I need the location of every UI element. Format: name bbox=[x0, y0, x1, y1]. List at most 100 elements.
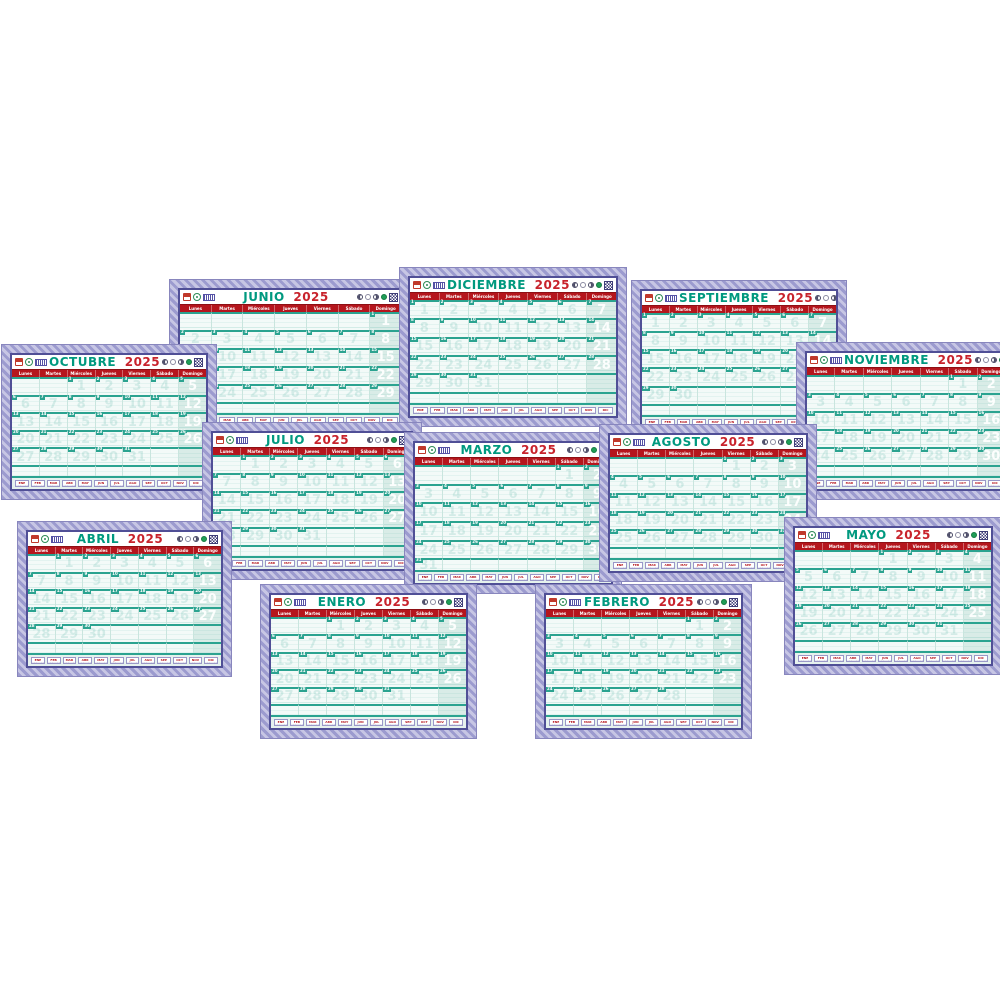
week-row: 4 4 5 5 6 6 7 7 8 8 9 9 10 10 bbox=[610, 474, 806, 493]
day-number: 29 bbox=[555, 538, 564, 545]
weekday-label: Viernes bbox=[658, 610, 686, 617]
day-watermark: 17 bbox=[218, 368, 237, 384]
day-watermark: 2 bbox=[759, 459, 769, 475]
day-cell-empty bbox=[211, 312, 244, 330]
mini-month-label: FEB bbox=[827, 481, 840, 485]
weekday-label: Sábado bbox=[167, 547, 195, 554]
day-number: 8 bbox=[55, 570, 61, 577]
day-cell-14: 14 14 bbox=[39, 412, 68, 430]
mini-month-label: JUN bbox=[879, 656, 891, 660]
day-number: 6 bbox=[630, 633, 635, 640]
week-row: 6 6 7 7 8 8 9 9 10 10 11 11 12 12 bbox=[271, 634, 466, 652]
day-watermark: 7 bbox=[597, 302, 607, 318]
day-cell-14: 14 14 bbox=[527, 502, 556, 522]
day-watermark: 24 bbox=[302, 511, 322, 527]
day-number: 3 bbox=[778, 456, 784, 462]
day-watermark: 3 bbox=[787, 459, 797, 475]
day-number: 12 bbox=[602, 650, 610, 657]
mini-month-label: OCT bbox=[943, 656, 955, 660]
day-number: 12 bbox=[179, 393, 187, 400]
mini-month-feb: FEB bbox=[30, 480, 45, 487]
day-number: 30 bbox=[83, 623, 92, 630]
day-watermark: 28 bbox=[44, 449, 63, 465]
day-watermark: 25 bbox=[614, 531, 633, 547]
mini-month-ene: ENE bbox=[798, 655, 812, 662]
week-row: 26 26 27 27 28 28 29 29 30 30 31 31 bbox=[795, 621, 991, 640]
day-watermark: 5 bbox=[285, 332, 296, 348]
calendar-header: DICIEMBRE 2025 bbox=[410, 278, 616, 292]
day-watermark: 3 bbox=[554, 636, 565, 652]
day-number: 9 bbox=[95, 393, 101, 400]
weekday-label: Miércoles bbox=[270, 448, 299, 455]
mini-month-label: ABR bbox=[847, 656, 859, 660]
mini-month-dic: DIC bbox=[204, 657, 218, 664]
day-number: 28 bbox=[338, 382, 347, 389]
day-cell-19: 19 19 bbox=[863, 428, 893, 447]
day-watermark: 12 bbox=[757, 333, 776, 349]
day-cell-12: 12 12 bbox=[795, 585, 824, 604]
week-row: 21 21 22 22 23 23 24 24 25 25 26 26 27 27 bbox=[28, 605, 221, 625]
mini-month-jun: JUN bbox=[497, 407, 512, 414]
year-label: 2025 bbox=[777, 291, 814, 305]
mini-month-label: JUN bbox=[694, 563, 706, 567]
mini-month-label: ABR bbox=[63, 481, 76, 485]
day-number: 3 bbox=[415, 482, 420, 489]
day-cell-empty bbox=[851, 550, 880, 568]
day-watermark: 18 bbox=[840, 431, 859, 447]
day-cell-empty bbox=[111, 624, 139, 643]
mini-month-label: MAY bbox=[256, 418, 271, 422]
day-number: 4 bbox=[243, 328, 249, 335]
mini-month-label: MAY bbox=[338, 720, 351, 724]
day-watermark: 20 bbox=[388, 493, 407, 509]
day-cell-empty bbox=[383, 544, 411, 556]
day-watermark: 30 bbox=[755, 531, 774, 547]
day-number: 25 bbox=[138, 605, 147, 612]
weekday-strip: Lunes Martes Miércoles Jueves Viernes Sábado D… bbox=[12, 369, 206, 377]
day-watermark: 3 bbox=[391, 619, 402, 635]
weekday-label: Viernes bbox=[528, 458, 556, 465]
mini-month-mar: MAR bbox=[305, 719, 320, 726]
day-cell-empty bbox=[383, 704, 411, 715]
day-number: 5 bbox=[439, 616, 444, 622]
day-number: 2 bbox=[977, 374, 983, 380]
week-row: 29 29 30 30 31 31 bbox=[410, 373, 616, 392]
day-cell-empty bbox=[370, 401, 401, 413]
day-cell-empty bbox=[39, 465, 68, 476]
mini-month-label: JUN bbox=[629, 720, 642, 724]
day-cell-14: 14 14 bbox=[851, 585, 880, 604]
mini-month-label: ABR bbox=[859, 481, 872, 485]
day-number: 25 bbox=[151, 428, 159, 435]
month-title-group: NOVIEMBRE 2025 bbox=[844, 353, 973, 367]
month-title-group: SEPTIEMBRE 2025 bbox=[679, 291, 813, 305]
day-number: 19 bbox=[471, 520, 479, 527]
barcode-icon bbox=[633, 438, 645, 446]
day-watermark: 19 bbox=[533, 339, 552, 355]
mini-month-label: ENE bbox=[414, 408, 427, 412]
day-cell-13: 13 13 bbox=[383, 472, 411, 491]
day-cell-empty bbox=[963, 621, 991, 640]
mini-month-sep: SEP bbox=[741, 562, 755, 569]
day-number: 20 bbox=[892, 427, 900, 434]
day-cell-empty bbox=[241, 544, 270, 556]
mini-month-feb: FEB bbox=[289, 719, 304, 726]
day-watermark: 16 bbox=[755, 495, 774, 511]
mini-month-oct: OCT bbox=[172, 657, 187, 664]
day-watermark: 9 bbox=[92, 573, 102, 589]
mini-month-mar: MAR bbox=[830, 655, 844, 662]
day-cell-empty bbox=[587, 373, 616, 392]
day-cell-empty bbox=[28, 642, 56, 653]
